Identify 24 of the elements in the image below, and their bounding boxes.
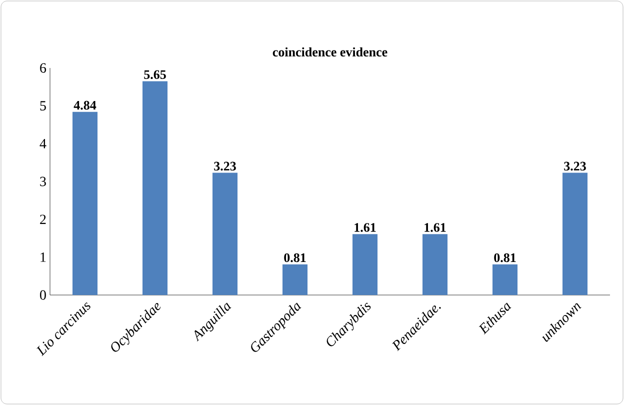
data-label: 3.23 bbox=[564, 162, 586, 171]
y-tick-label: 1 bbox=[40, 252, 46, 262]
chart-title: coincidence evidence bbox=[272, 47, 388, 56]
y-tick-label: 6 bbox=[40, 63, 46, 73]
bar bbox=[562, 172, 588, 295]
bar bbox=[212, 172, 238, 295]
data-label: 3.23 bbox=[214, 162, 236, 171]
bar bbox=[142, 81, 168, 295]
data-label: 0.81 bbox=[284, 253, 306, 262]
bar bbox=[422, 234, 448, 295]
y-tick-label: 4 bbox=[40, 139, 46, 148]
data-label: 1.61 bbox=[354, 223, 376, 232]
bar bbox=[492, 264, 518, 295]
bar bbox=[352, 234, 378, 295]
data-label: 5.65 bbox=[144, 70, 166, 80]
data-label: 4.84 bbox=[74, 100, 96, 110]
data-label: 1.61 bbox=[424, 223, 446, 232]
y-tick-label: 3 bbox=[40, 176, 46, 186]
y-tick-label: 2 bbox=[40, 214, 46, 224]
y-tick-label: 0 bbox=[40, 290, 46, 300]
y-tick-label: 5 bbox=[40, 101, 46, 110]
bar bbox=[282, 264, 308, 295]
data-label: 0.81 bbox=[494, 253, 516, 262]
bar bbox=[72, 112, 98, 295]
